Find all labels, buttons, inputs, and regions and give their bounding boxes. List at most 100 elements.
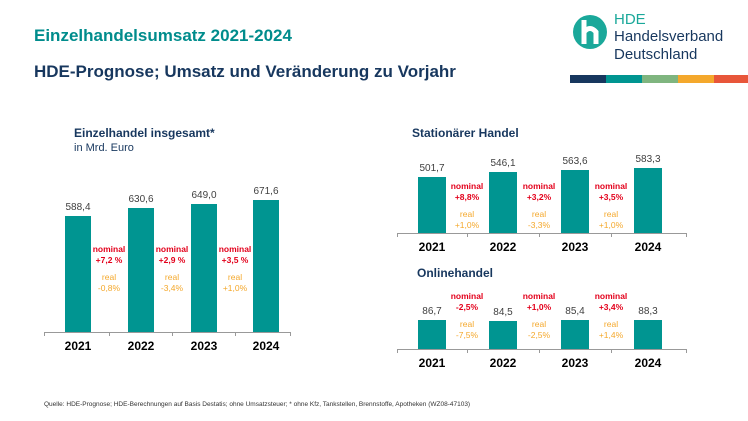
chart3-nominal-label: nominal [522, 291, 556, 301]
chart1-title: Einzelhandel insgesamt* [74, 126, 215, 140]
chart2-nominal-label: nominal [522, 181, 556, 191]
chart1-axis-tick [109, 332, 110, 336]
chart3-real-change: +1,4% [598, 330, 624, 340]
chart3-real-change: -2,5% [527, 330, 551, 340]
chart3-axis-tick [397, 349, 398, 353]
logo-stripe [714, 75, 748, 83]
chart3-axis-tick [686, 349, 687, 353]
chart3-real-label: real [531, 319, 547, 329]
chart1-real-label: real [227, 272, 243, 282]
chart3-year-label: 2024 [634, 356, 662, 370]
chart1-real-change: -3,4% [160, 283, 184, 293]
chart1-nominal-change: +2,9 % [158, 255, 186, 265]
chart2-title: Stationärer Handel [412, 126, 519, 140]
logo-stripe [642, 75, 678, 83]
chart3-real-change: -7,5% [455, 330, 479, 340]
chart3-value-label: 84,5 [493, 306, 513, 318]
chart1-real-label: real [101, 272, 117, 282]
chart2-real-label: real [603, 209, 619, 219]
chart2-nominal-change: +3,5% [598, 192, 624, 202]
chart3-value-label: 85,4 [565, 306, 585, 318]
chart2-year-label: 2021 [418, 240, 446, 254]
chart2-bar-2024 [634, 167, 662, 233]
chart2-bar-2021 [418, 176, 446, 233]
chart2-axis-tick [611, 233, 612, 237]
chart1-axis-tick [235, 332, 236, 336]
chart1-bar-2022 [128, 207, 154, 332]
chart3-axis-tick [539, 349, 540, 353]
chart1-value-label: 649,0 [191, 190, 217, 202]
chart1-axis-tick [44, 332, 45, 336]
chart2-axis-tick [397, 233, 398, 237]
chart3-value-label: 88,3 [638, 305, 658, 317]
chart1-year-label: 2023 [190, 339, 218, 353]
chart2-real-change: +1,0% [598, 220, 624, 230]
chart1-axis-tick [172, 332, 173, 336]
chart2-year-label: 2024 [634, 240, 662, 254]
chart1-nominal-label: nominal [218, 244, 252, 254]
chart3-year-label: 2022 [489, 356, 517, 370]
chart1-x-axis [44, 332, 290, 333]
chart1-nominal-change: +3,5 % [221, 255, 249, 265]
chart1-unit: in Mrd. Euro [74, 142, 134, 154]
chart1-value-label: 671,6 [253, 185, 279, 197]
chart1-nominal-label: nominal [155, 244, 189, 254]
chart1-year-label: 2024 [252, 339, 280, 353]
chart3-axis-tick [467, 349, 468, 353]
hde-logo-icon [573, 15, 607, 49]
chart2-nominal-label: nominal [450, 181, 484, 191]
chart3-bar-2023 [561, 320, 589, 349]
chart1-nominal-label: nominal [92, 244, 126, 254]
chart2-year-label: 2023 [561, 240, 589, 254]
chart2-value-label: 583,3 [635, 153, 661, 165]
chart2-x-axis [397, 233, 686, 234]
chart1-nominal-change: +7,2 % [95, 255, 123, 265]
chart3-bar-2024 [634, 319, 662, 349]
chart1-bar-2023 [191, 204, 217, 332]
chart2-axis-tick [539, 233, 540, 237]
chart1-real-change: +1,0% [222, 283, 248, 293]
chart2-axis-tick [467, 233, 468, 237]
logo-stripe [570, 75, 606, 83]
chart2-nominal-label: nominal [594, 181, 628, 191]
chart2-real-label: real [459, 209, 475, 219]
chart2-bar-2023 [561, 170, 589, 233]
chart3-nominal-change: +1,0% [526, 302, 552, 312]
chart1-value-label: 588,4 [65, 202, 91, 214]
logo-line3: Deutschland [614, 46, 698, 63]
chart3-x-axis [397, 349, 686, 350]
chart3-nominal-change: +3,4% [598, 302, 624, 312]
chart1-year-label: 2022 [127, 339, 155, 353]
logo-line2: Handelsverband [614, 28, 724, 45]
chart1-bar-2021 [65, 216, 91, 332]
chart2-axis-tick [686, 233, 687, 237]
logo-stripe [678, 75, 714, 83]
page-subtitle: HDE-Prognose; Umsatz und Veränderung zu … [34, 62, 456, 81]
chart2-value-label: 563,6 [562, 156, 588, 168]
chart3-real-label: real [459, 319, 475, 329]
chart2-real-change: -3,3% [527, 220, 551, 230]
chart1-real-change: -0,8% [97, 283, 121, 293]
chart3-nominal-change: -2,5% [455, 302, 479, 312]
chart1-bar-2024 [253, 199, 279, 332]
chart2-nominal-change: +8,8% [454, 192, 480, 202]
chart3-value-label: 86,7 [422, 306, 442, 318]
logo-stripe [606, 75, 642, 83]
chart3-title: Onlinehandel [417, 266, 494, 280]
chart2-bar-2022 [489, 172, 517, 233]
chart1-axis-tick [290, 332, 291, 336]
chart3-year-label: 2023 [561, 356, 589, 370]
source-note: Quelle: HDE-Prognose; HDE-Berechnungen a… [44, 401, 471, 408]
chart2-real-label: real [531, 209, 547, 219]
chart2-year-label: 2022 [489, 240, 517, 254]
chart3-bar-2021 [418, 320, 446, 349]
chart3-nominal-label: nominal [594, 291, 628, 301]
logo-hde: HDE [614, 11, 646, 28]
chart3-real-label: real [603, 319, 619, 329]
chart3-year-label: 2021 [418, 356, 446, 370]
chart2-nominal-change: +3,2% [526, 192, 552, 202]
chart1-real-label: real [164, 272, 180, 282]
chart3-axis-tick [611, 349, 612, 353]
chart2-value-label: 546,1 [490, 158, 516, 169]
chart3-bar-2022 [489, 320, 517, 349]
